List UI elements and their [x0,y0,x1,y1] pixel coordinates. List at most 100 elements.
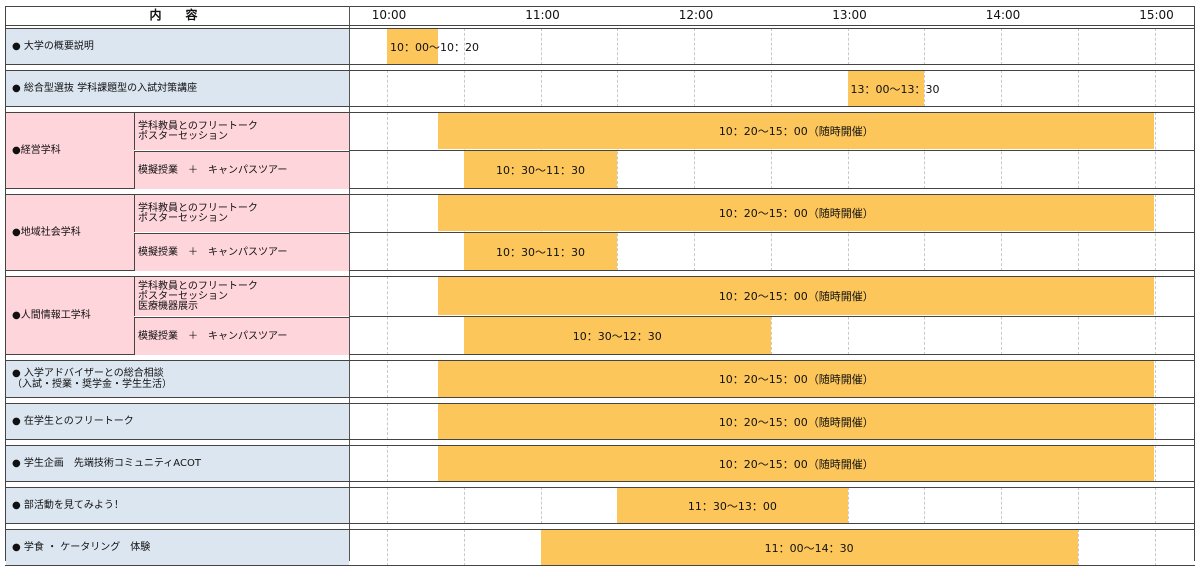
grid-line [387,529,388,566]
header-title: 内 容 [149,8,204,22]
grid-line [1154,70,1156,107]
grid-line [387,445,388,482]
grid-line [463,28,465,65]
grid-line [617,28,619,65]
grid-line [1154,276,1156,355]
grid-line [694,70,695,107]
grid-line [770,276,772,355]
department-label: ●経営学科 [6,113,134,188]
header-time-label: 14:00 [985,8,1021,22]
grid-line [1154,360,1156,398]
grid-line [387,70,388,107]
grid-line [1001,70,1002,107]
header-separator [5,25,1195,26]
program-label: 学科教員とのフリートーク ポスターセッション [134,195,349,232]
table-row [5,194,1195,271]
grid-line [1077,70,1079,107]
table-row [5,529,1195,566]
time-bar: 10：20〜15：00（随時開催） [438,113,1155,149]
program-label: 模擬授業 ＋ キャンパスツアー [134,233,349,271]
grid-line [847,276,849,355]
row-label: ● 学食 ・ ケータリング 体験 [6,530,349,565]
grid-line [847,487,849,524]
time-bar: 10：30〜12：30 [463,317,771,354]
subrow-divider [349,150,1195,151]
grid-line [1154,28,1156,65]
grid-line [1154,529,1156,566]
grid-line [1077,487,1079,524]
grid-line [463,487,465,524]
grid-line [387,403,388,440]
grid-line [924,28,926,65]
grid-line [924,70,926,107]
time-bar: 10：20〜15：00（随時開催） [438,404,1155,439]
table-row [5,28,1195,65]
time-bar: 10：20〜15：00（随時開催） [438,195,1155,231]
table-row [5,276,1195,355]
grid-line [463,70,465,107]
row-label: ● 入学アドバイザーとの総合相談 （入試・授業・奨学金・学生生活） [6,361,349,397]
grid-line [617,276,619,355]
table-row [5,112,1195,189]
time-bar: 11：00〜14：30 [540,530,1078,565]
row-label: ● 総合型選抜 学科課題型の入試対策講座 [6,71,349,106]
grid-line [387,276,388,355]
department-label: ●人間情報工学科 [6,277,134,354]
time-bar: 11：30〜13：00 [617,488,848,523]
grid-line [1001,28,1002,65]
grid-line [617,70,619,107]
header-time-label: 13:00 [832,8,867,22]
subrow-divider [349,316,1195,317]
grid-line [1001,487,1002,524]
grid-line [924,276,926,355]
grid-line [1154,487,1156,524]
grid-line [770,70,772,107]
grid-line [540,276,542,355]
time-bar: 10：30〜11：30 [463,151,618,188]
grid-line [463,276,465,355]
header-time-label: 12:00 [678,8,714,22]
subrow-divider [349,232,1195,233]
grid-line [770,28,772,65]
grid-line [694,276,695,355]
grid-line [1154,445,1156,482]
grid-line [387,487,388,524]
table-row [5,70,1195,107]
grid-line [463,529,465,566]
program-label: 学科教員とのフリートーク ポスターセッション 医療機器展示 [134,277,349,316]
grid-line [1077,276,1079,355]
row-label: ● 大学の概要説明 [6,29,349,64]
time-bar: 10：20〜15：00（随時開催） [438,446,1155,481]
program-label: 模擬授業 ＋ キャンパスツアー [134,317,349,355]
label-column-border [349,6,350,561]
table-row [5,403,1195,440]
department-label: ●地域社会学科 [6,195,134,270]
grid-line [847,28,849,65]
grid-line [694,28,695,65]
row-label: ● 在学生とのフリートーク [6,404,349,439]
grid-line [1077,529,1079,566]
grid-line [924,487,926,524]
table-row [5,487,1195,524]
time-bar: 10：20〜15：00（随時開催） [438,277,1155,315]
header-time-label: 15:00 [1139,8,1174,22]
header-time-label: 11:00 [525,8,560,22]
header-time-label: 10:00 [371,8,407,22]
row-label: ● 学生企画 先端技術コミュニティACOT [6,446,349,481]
grid-line [1154,403,1156,440]
program-label: 模擬授業 ＋ キャンパスツアー [134,151,349,189]
time-bar: 10：30〜11：30 [463,233,618,270]
grid-line [540,28,542,65]
grid-line [1077,28,1079,65]
table-frame [5,6,1195,561]
grid-line [540,70,542,107]
table-row [5,360,1195,398]
row-label: ● 部活動を見てみよう！ [6,488,349,523]
grid-line [387,360,388,398]
table-top-border [5,6,1195,7]
time-bar: 10：20〜15：00（随時開催） [438,361,1155,397]
program-label: 学科教員とのフリートーク ポスターセッション [134,113,349,150]
grid-line [540,487,542,524]
time-bar: 10：00〜10：20 [387,29,479,64]
